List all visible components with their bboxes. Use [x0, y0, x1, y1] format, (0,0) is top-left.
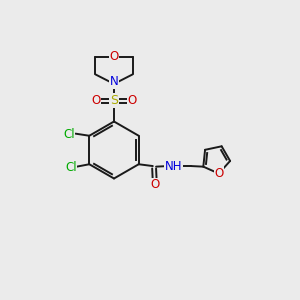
- Text: Cl: Cl: [65, 161, 76, 174]
- Text: N: N: [165, 160, 174, 172]
- Text: H: H: [170, 161, 179, 171]
- Text: S: S: [110, 94, 118, 107]
- Text: O: O: [214, 167, 224, 180]
- Text: N: N: [110, 75, 118, 88]
- Text: O: O: [128, 94, 136, 107]
- Text: Cl: Cl: [63, 128, 75, 141]
- Text: O: O: [92, 94, 100, 107]
- Text: O: O: [150, 178, 160, 191]
- Text: NH: NH: [164, 160, 182, 172]
- Text: O: O: [110, 50, 118, 64]
